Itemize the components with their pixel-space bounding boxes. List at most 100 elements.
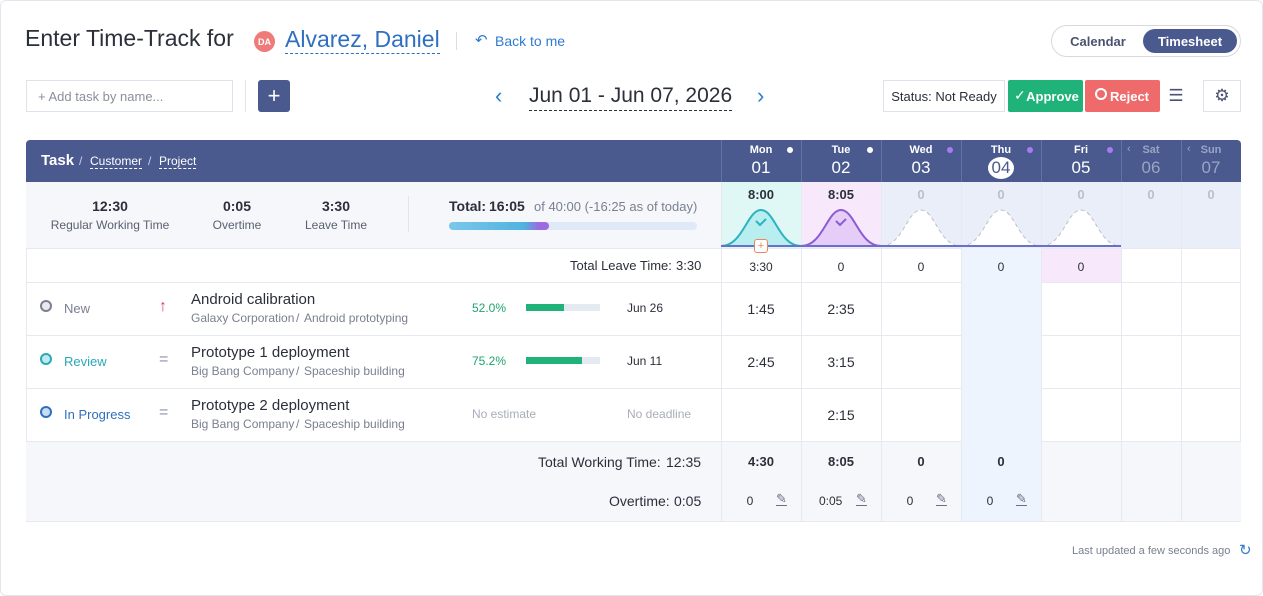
head-sep: / xyxy=(148,154,152,168)
task-hours[interactable]: 2:15 xyxy=(827,407,855,423)
day-sep xyxy=(1181,140,1182,521)
day-number: 04 xyxy=(988,157,1014,179)
edit-overtime[interactable]: ✎ xyxy=(856,491,867,506)
total-working: 12:35 xyxy=(666,454,702,470)
summary-row xyxy=(26,182,721,248)
task-title[interactable]: Prototype 1 deployment xyxy=(191,344,350,361)
approve-button[interactable]: Approve xyxy=(1008,80,1083,112)
task-title[interactable]: Prototype 2 deployment xyxy=(191,397,350,414)
task-deadline: No deadline xyxy=(627,407,692,421)
day-total: 8:00 xyxy=(747,187,775,202)
back-icon: ↶ xyxy=(475,32,488,49)
reject-icon xyxy=(1095,88,1107,100)
add-task-input[interactable]: + Add task by name... xyxy=(26,80,233,112)
day-name: Thu xyxy=(990,144,1012,156)
day-head-sep xyxy=(721,140,722,182)
day-sep xyxy=(1041,140,1042,521)
summary-value: 3:30 xyxy=(321,198,351,214)
status-box: Status: Not Ready xyxy=(883,80,1005,112)
edit-overtime[interactable]: ✎ xyxy=(1016,491,1027,506)
day-curve xyxy=(881,209,961,247)
edit-overtime[interactable]: ✎ xyxy=(776,491,787,506)
head-customer[interactable]: Customer xyxy=(90,154,143,169)
task-deadline: Jun 26 xyxy=(627,301,664,315)
day-dot xyxy=(1107,147,1113,153)
day-overtime: 0 xyxy=(746,494,754,508)
total-of: of 40:00 (-16:25 as of today) xyxy=(534,199,698,214)
task-hours[interactable]: 2:35 xyxy=(827,301,855,317)
task-title[interactable]: Android calibration xyxy=(191,291,316,308)
date-range[interactable]: Jun 01 - Jun 07, 2026 xyxy=(529,82,733,111)
prev-week[interactable]: ‹ xyxy=(495,83,503,108)
status-dropdown[interactable]: Review xyxy=(64,354,107,369)
day-name: Tue xyxy=(831,144,851,156)
head-sep: / xyxy=(79,154,83,168)
settings-button[interactable]: ⚙ xyxy=(1203,80,1241,112)
day-total: 0 xyxy=(1147,187,1155,202)
day-collapse: ‹ xyxy=(1127,143,1131,155)
toggle-timesheet[interactable]: Timesheet xyxy=(1143,29,1237,53)
day-leave: 0 xyxy=(837,260,845,274)
priority-icon: = xyxy=(159,351,169,368)
task-hours[interactable]: 1:45 xyxy=(747,301,775,317)
day-number: 06 xyxy=(1141,158,1161,177)
day-head-sep xyxy=(881,140,882,182)
day-working: 0 xyxy=(917,454,925,469)
row-line xyxy=(26,441,1241,442)
task-progress: 52.0% xyxy=(472,301,507,315)
task-hours[interactable]: 2:45 xyxy=(747,354,775,370)
day-working: 4:30 xyxy=(747,454,775,469)
summary-value: 0:05 xyxy=(222,198,252,214)
status-icon xyxy=(40,353,52,365)
day-curve xyxy=(961,209,1041,247)
day-working: 8:05 xyxy=(827,454,855,469)
day-summary-bg xyxy=(1122,182,1181,248)
day-number: 03 xyxy=(911,158,931,177)
day-sep xyxy=(801,140,802,521)
task-hours[interactable]: 3:15 xyxy=(827,354,855,370)
day-number: 05 xyxy=(1071,158,1091,177)
day-number: 02 xyxy=(831,158,851,177)
next-week[interactable]: › xyxy=(757,83,765,108)
task-progress: No estimate xyxy=(472,407,537,421)
day-head-sep xyxy=(801,140,802,182)
page-title: Enter Time-Track for xyxy=(25,25,234,51)
day-number: 07 xyxy=(1201,158,1221,177)
task-sep: / xyxy=(296,311,300,325)
day-working: 0 xyxy=(997,454,1005,469)
progress-bar xyxy=(526,304,565,311)
head-project[interactable]: Project xyxy=(159,154,197,169)
menu-button[interactable]: ☰ xyxy=(1168,86,1184,105)
status-dropdown[interactable]: New xyxy=(64,301,91,316)
day-collapse: ‹ xyxy=(1187,143,1191,155)
last-updated: Last updated a few seconds ago xyxy=(1072,545,1231,557)
toggle-calendar[interactable]: Calendar xyxy=(1070,33,1126,49)
check-icon: ✓ xyxy=(1014,87,1026,103)
total-track xyxy=(449,222,697,230)
user-name[interactable]: Alvarez, Daniel xyxy=(285,26,440,54)
progress-bar xyxy=(526,357,582,364)
day-leave: 0 xyxy=(917,260,925,274)
priority-icon: ↑ xyxy=(159,298,167,315)
day-overtime: 0 xyxy=(986,494,994,508)
head-task: Task xyxy=(41,152,75,169)
refresh-button[interactable]: ↻ xyxy=(1239,542,1252,559)
table-body xyxy=(26,182,1241,522)
day-name: Sat xyxy=(1142,144,1160,156)
day-dot xyxy=(947,147,953,153)
edit-overtime[interactable]: ✎ xyxy=(936,491,947,506)
leave-highlight xyxy=(1042,249,1121,282)
day-dot xyxy=(1027,147,1033,153)
day-number: 01 xyxy=(751,158,771,177)
day-dot xyxy=(867,147,873,153)
row-line xyxy=(26,335,1241,336)
leave-icon: + xyxy=(754,239,768,253)
total-bar xyxy=(449,222,549,230)
status-dropdown[interactable]: In Progress xyxy=(64,407,131,422)
back-link[interactable]: Back to me xyxy=(495,33,566,49)
table-header xyxy=(26,140,1241,182)
task-customer: Big Bang Company xyxy=(191,364,295,378)
task-sep: / xyxy=(296,364,300,378)
day-curve xyxy=(1041,209,1121,247)
add-button[interactable]: + xyxy=(258,80,290,112)
